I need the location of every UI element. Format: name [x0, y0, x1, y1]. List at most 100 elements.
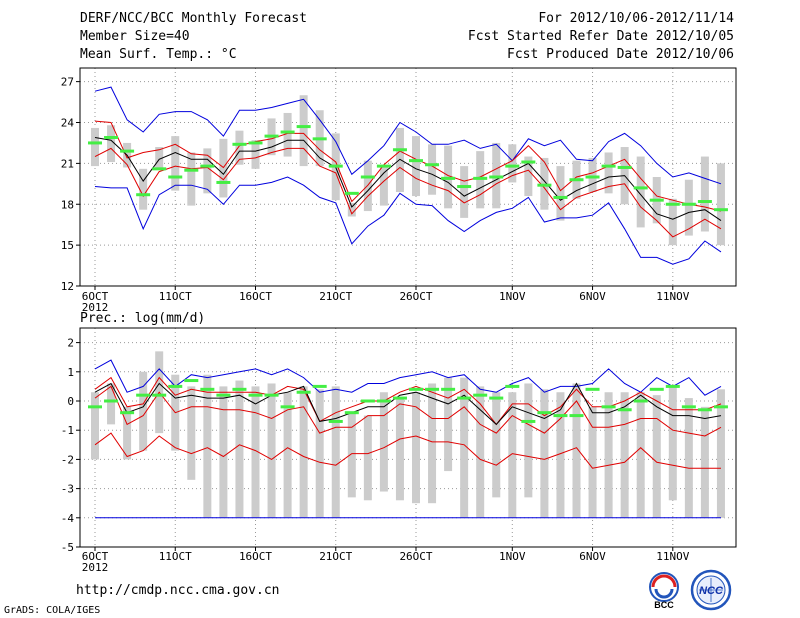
p1-ensemble-marker [617, 165, 632, 169]
p2-box [524, 383, 533, 498]
p1-x-year-label: 2012 [82, 301, 109, 314]
p1-ensemble-marker [264, 134, 279, 138]
p1-box [684, 179, 693, 236]
p1-box [668, 198, 677, 246]
p2-box [283, 392, 292, 518]
p2-y-tick-label: -4 [61, 512, 75, 525]
p1-y-tick-label: 15 [61, 239, 74, 252]
p2-ensemble-marker [376, 399, 391, 403]
p1-ensemble-marker [328, 164, 343, 168]
p2-ensemble-marker [457, 396, 472, 400]
p2-box [556, 392, 565, 518]
p2-y-tick-label: -1 [61, 424, 74, 437]
p1-box [636, 156, 645, 228]
p1-ensemble-marker [425, 163, 440, 167]
p1-plot-frame [79, 67, 737, 287]
p2-box [412, 392, 420, 504]
p1-ensemble-marker [553, 195, 568, 199]
p2-box [315, 389, 324, 518]
p2-box [235, 380, 244, 518]
p1-box [395, 127, 404, 192]
p1-box [716, 163, 725, 246]
p1-ensemble-marker [441, 176, 456, 180]
p2-box [331, 386, 340, 518]
p1-ensemble-marker [136, 193, 151, 197]
p2-box [347, 412, 356, 498]
p1-ensemble-marker [392, 148, 407, 152]
p1-x-tick-label: 16OCT [239, 290, 272, 303]
chart-title: DERF/NCC/BCC Monthly Forecast [80, 11, 307, 26]
p2-box [363, 415, 372, 501]
p2-ensemble-marker [232, 387, 247, 391]
p1-y-tick-label: 27 [61, 76, 74, 89]
p1-ensemble-marker [489, 175, 504, 179]
p2-x-tick-label: 21OCT [319, 550, 352, 563]
p2-ensemble-marker [537, 411, 552, 415]
p1-max-series-line [94, 86, 722, 185]
p2-ensemble-marker [553, 414, 568, 418]
p2-box [299, 386, 308, 518]
p2-y-tick-label: -5 [61, 541, 74, 554]
p1-ensemble-marker [344, 191, 359, 195]
p1-mean-series-line [94, 137, 722, 222]
p1-ensemble-marker [457, 185, 472, 189]
p1-ensemble-marker [184, 168, 199, 172]
source-url[interactable]: http://cmdp.ncc.cma.gov.cn [76, 583, 280, 598]
p1-ensemble-marker [505, 164, 520, 168]
p1-y-tick-label: 21 [61, 157, 74, 170]
p1-x-tick-label: 6NOV [579, 290, 606, 303]
p2-max-series-line [94, 359, 722, 396]
p2-y-tick-label: 1 [67, 366, 74, 379]
precip-title: Prec.: log(mm/d) [80, 311, 205, 326]
p1-ensemble-marker [376, 164, 391, 168]
p1-ensemble-marker [296, 125, 311, 129]
p2-box [716, 389, 725, 518]
p1-y-tick-label: 12 [61, 280, 74, 293]
p2-box [588, 406, 597, 518]
p2-box [620, 392, 629, 518]
p2-ensemble-marker [521, 419, 536, 423]
p2-ensemble-marker [136, 393, 151, 397]
p2-box [251, 386, 260, 518]
p2-box [107, 383, 116, 425]
p2-box [428, 383, 437, 504]
member-size-label: Member Size=40 [80, 29, 190, 44]
p2-mean-series-line [94, 382, 722, 426]
p1-box [155, 147, 164, 168]
p2-box [668, 386, 677, 501]
forecast-produced-label: Fcst Produced Date 2012/10/06 [507, 47, 734, 62]
p2-box [123, 406, 132, 460]
p1-box [347, 202, 356, 217]
p2-x-tick-label: 16OCT [239, 550, 272, 563]
p2-ensemble-marker [360, 399, 375, 403]
p2-ensemble-marker [681, 405, 696, 409]
p2-box [636, 392, 645, 518]
p2-ensemble-marker [441, 387, 456, 391]
grads-credit: GrADS: COLA/IGES [4, 605, 101, 616]
p1-ensemble-marker [248, 141, 263, 145]
p1-lower-series-line [94, 147, 722, 238]
p1-box [604, 152, 613, 194]
p1-x-tick-label: 26OCT [399, 290, 432, 303]
p2-ensemble-marker [473, 393, 488, 397]
p2-ensemble-marker [280, 405, 295, 409]
p1-box [203, 148, 212, 194]
p1-box [283, 112, 292, 157]
p2-box [267, 383, 276, 518]
p1-box [508, 144, 517, 183]
p2-ensemble-marker [104, 399, 119, 403]
p1-box [107, 125, 116, 163]
p2-ensemble-marker [569, 414, 584, 418]
p1-box [379, 166, 388, 206]
p2-ensemble-marker [409, 387, 423, 391]
p1-y-tick-label: 24 [61, 117, 75, 130]
p2-box [700, 406, 709, 518]
ncc-logo-text: NCC [699, 585, 724, 597]
p1-ensemble-marker [473, 176, 488, 180]
p1-ensemble-marker [713, 208, 728, 212]
p1-box [139, 168, 148, 210]
p1-box [428, 144, 437, 195]
p1-box [251, 140, 260, 169]
p2-box [187, 386, 196, 480]
